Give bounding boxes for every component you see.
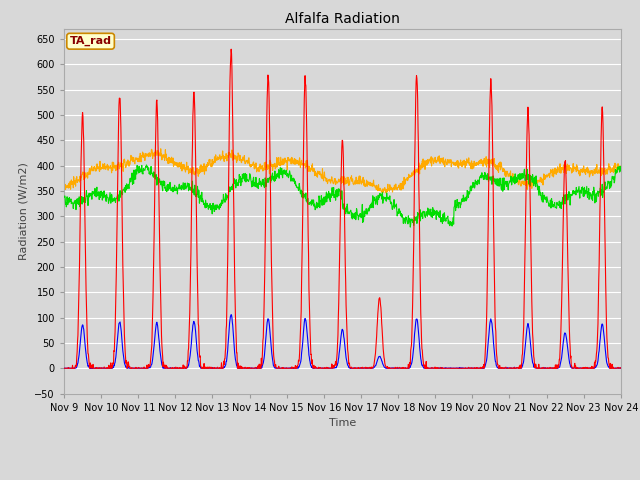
Legend: SWin, SWout, LWin, LWout: SWin, SWout, LWin, LWout — [194, 479, 491, 480]
X-axis label: Time: Time — [329, 418, 356, 428]
Text: TA_rad: TA_rad — [70, 36, 111, 47]
Y-axis label: Radiation (W/m2): Radiation (W/m2) — [19, 162, 29, 260]
Title: Alfalfa Radiation: Alfalfa Radiation — [285, 12, 400, 26]
